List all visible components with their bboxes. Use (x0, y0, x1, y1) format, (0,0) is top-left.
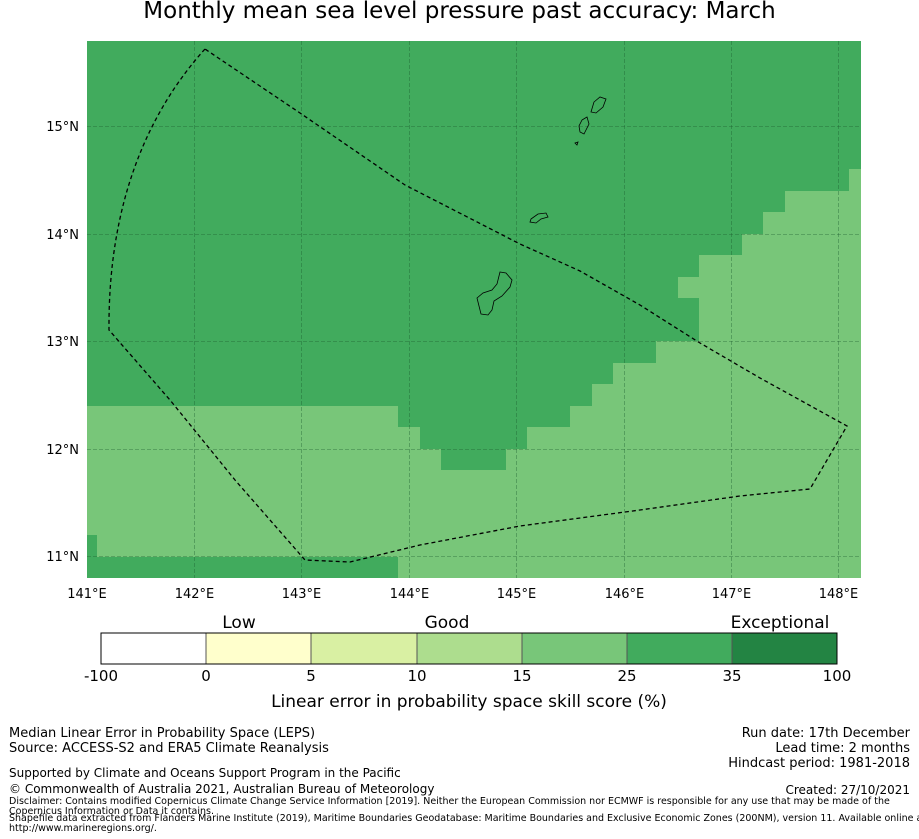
colorbar-category-good: Good (424, 613, 470, 633)
colorbar-tick: 10 (407, 667, 427, 685)
lon-tick-146: 146°E (605, 587, 645, 602)
lat-tick-12: 12°N (46, 443, 79, 458)
lon-tick-141: 141°E (67, 587, 107, 602)
lon-tick-147: 147°E (712, 587, 752, 602)
islands (476, 96, 607, 316)
island-saipan (590, 96, 607, 114)
footer-disclaimer-line1: Disclaimer: Contains modified Copernicus… (9, 796, 890, 807)
island-aguijan (574, 141, 579, 146)
island-tinian (578, 116, 590, 135)
created-date: Created: 27/10/2021 (785, 783, 910, 797)
lon-tick-142: 142°E (175, 587, 215, 602)
run-date: Run date: 17th December (741, 726, 910, 741)
colorbar-swatch-6 (626, 632, 733, 665)
lat-tick-13: 13°N (46, 335, 79, 350)
lon-tick-148: 148°E (819, 587, 859, 602)
colorbar-swatch-3 (310, 632, 418, 665)
colorbar-swatch-4 (416, 632, 523, 665)
colorbar-swatch-7 (731, 632, 838, 665)
island-rota (529, 212, 549, 224)
footer-support: Supported by Climate and Oceans Support … (9, 766, 401, 780)
lon-tick-145: 145°E (497, 587, 537, 602)
lat-tick-labels: 15°N 14°N 13°N 12°N 11°N (46, 120, 79, 565)
map-panel (87, 41, 861, 578)
skill-region-higher (87, 41, 861, 470)
colorbar-tick: 5 (306, 667, 316, 685)
skill-region-higher-sw (87, 535, 398, 578)
colorbar-tick: 35 (722, 667, 742, 685)
colorbar-tick: 100 (822, 667, 852, 685)
colorbar (100, 632, 838, 665)
colorbar-swatch-1 (100, 632, 207, 665)
colorbar-category-exceptional: Exceptional (730, 613, 830, 633)
colorbar-tick: 0 (201, 667, 211, 685)
colorbar-swatch-5 (521, 632, 628, 665)
footer-copyright: © Commonwealth of Australia 2021, Austra… (9, 782, 435, 796)
footer-method: Median Linear Error in Probability Space… (9, 726, 316, 741)
eez-boundary (108, 48, 848, 563)
footer-source: Source: ACCESS-S2 and ERA5 Climate Reana… (9, 741, 329, 756)
footer-shapefile-line1: Shapefile data extracted from Flanders M… (9, 813, 919, 824)
hindcast-period: Hindcast period: 1981-2018 (728, 756, 910, 771)
lead-time: Lead time: 2 months (775, 741, 910, 756)
lat-tick-15: 15°N (46, 120, 79, 135)
colorbar-tick: 25 (617, 667, 637, 685)
colorbar-tick: 15 (512, 667, 532, 685)
colorbar-label: Linear error in probability space skill … (271, 692, 667, 712)
map-title: Monthly mean sea level pressure past acc… (143, 0, 776, 24)
footer-disclaimer-line2: Copernicus Information or Data it contai… (9, 806, 215, 817)
colorbar-outline (100, 632, 838, 665)
island-guam (476, 271, 513, 316)
lon-tick-143: 143°E (282, 587, 322, 602)
footer-shapefile-line2: http://www.marineregions.org/. (9, 823, 157, 834)
colorbar-tick: -100 (83, 667, 119, 685)
lat-tick-14: 14°N (46, 228, 79, 243)
gridlines (87, 41, 861, 578)
colorbar-swatch-2 (205, 632, 312, 665)
lat-tick-11: 11°N (46, 550, 79, 565)
lon-tick-144: 144°E (390, 587, 430, 602)
lon-tick-labels: 141°E 142°E 143°E 144°E 145°E 146°E 147°… (67, 587, 858, 602)
colorbar-category-low: Low (222, 613, 256, 633)
